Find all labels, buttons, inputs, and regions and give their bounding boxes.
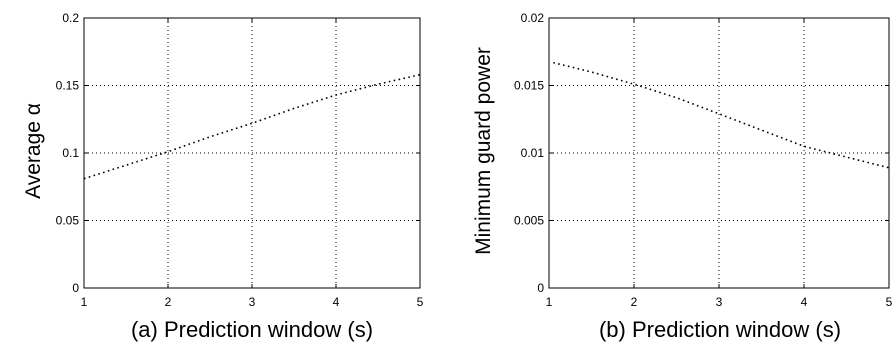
chart-a-y-tick-label: 0.1 xyxy=(62,146,79,160)
chart-b-x-tick-label: 4 xyxy=(801,295,808,309)
chart-a-y-tick-label: 0 xyxy=(72,281,79,295)
chart-b-x-tick-label: 2 xyxy=(631,295,638,309)
chart-a-xlabel: (a) Prediction window (s) xyxy=(131,317,373,342)
chart-b-x-tick-label: 1 xyxy=(546,295,553,309)
chart-b-x-tick-label: 3 xyxy=(716,295,723,309)
chart-b-y-tick-label: 0 xyxy=(537,281,544,295)
chart-panel-b: Minimum guard power (b) Prediction windo… xyxy=(472,11,893,342)
chart-b-xlabel: (b) Prediction window (s) xyxy=(599,317,841,342)
chart-a-x-tick-label: 5 xyxy=(417,295,424,309)
chart-a-x-tick-label: 3 xyxy=(249,295,256,309)
chart-b-y-tick-label: 0.02 xyxy=(521,11,545,25)
chart-a-x-tick-label: 2 xyxy=(165,295,172,309)
chart-panel-a: Average α (a) Prediction window (s) 1 2 3 4… xyxy=(22,11,424,342)
chart-a-y-tick-label: 0.05 xyxy=(56,214,80,228)
chart-b-y-tick-label: 0.005 xyxy=(514,214,544,228)
chart-b-y-tick-label: 0.015 xyxy=(514,79,544,93)
chart-b-y-tick-label: 0.01 xyxy=(521,146,545,160)
chart-a-x-tick-label: 4 xyxy=(333,295,340,309)
chart-b-x-tick-label: 5 xyxy=(886,295,893,309)
chart-a-x-tick-label: 1 xyxy=(81,295,88,309)
chart-b-ylabel: Minimum guard power xyxy=(472,47,495,255)
chart-a-y-tick-label: 0.15 xyxy=(56,79,80,93)
chart-a-y-tick-label: 0.2 xyxy=(62,11,79,25)
chart-a-ylabel: Average α xyxy=(22,103,45,199)
